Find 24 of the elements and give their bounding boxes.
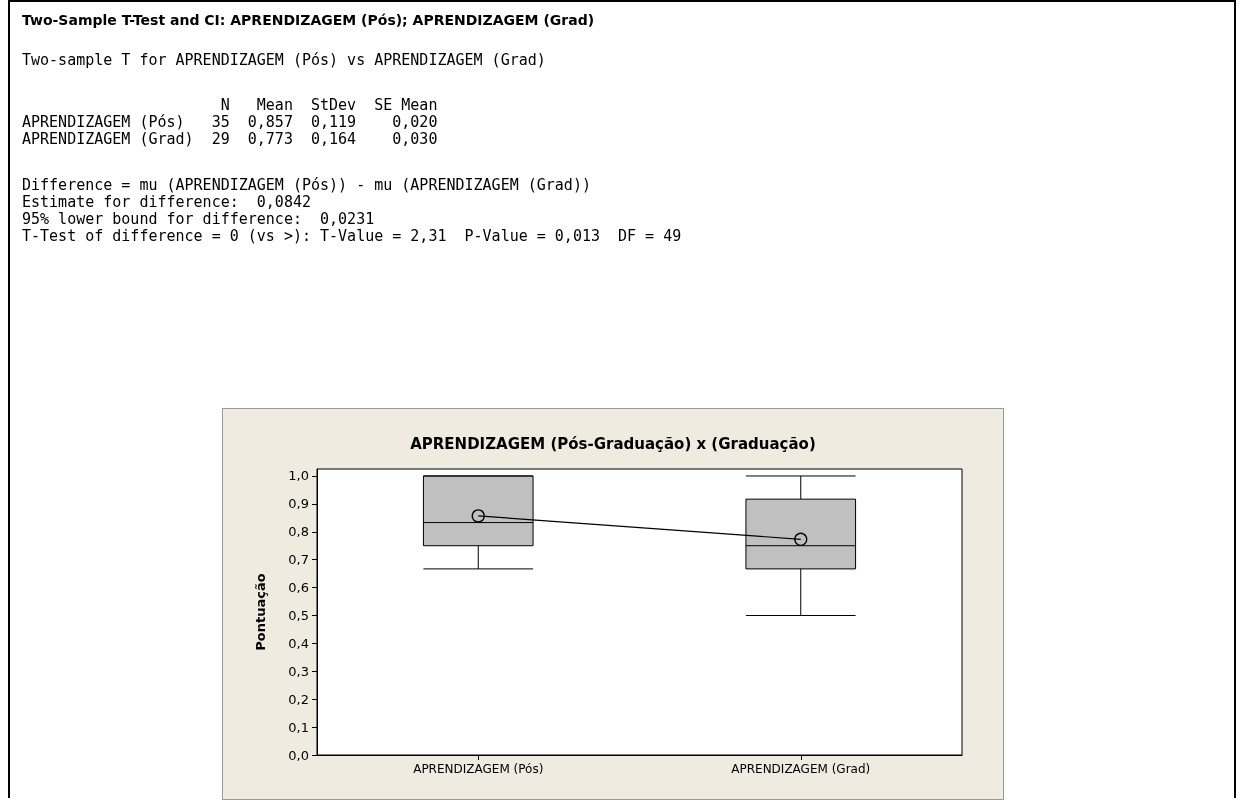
chart-title: APRENDIZAGEM (Pós-Graduação) x (Graduação) [410,434,816,453]
text: T-Test of difference = 0 (vs >): T-Value = 2,31 P-Value = 0,013 DF = 49 [22,227,682,245]
x-tick-label: APRENDIZAGEM (Grad) [731,762,871,776]
y-tick-label: 0,6 [288,580,309,596]
text: 95% lower bound for difference: 0,0231 [22,210,375,228]
y-axis-title: Pontuação [253,573,268,651]
y-tick-label: 0,3 [288,663,309,679]
y-tick-label: 0,5 [288,607,309,623]
y-tick-label: 0,4 [288,635,309,651]
text: N Mean StDev SE Mean [219,96,438,114]
text: APRENDIZAGEM (Pós) 35 0,857 0,119 0,020 [22,113,438,131]
text: Estimate for difference: 0,0842 [22,193,311,211]
x-tick-label: APRENDIZAGEM (Pós) [413,762,544,776]
text: Two-sample T for APRENDIZAGEM (Pós) vs APRENDIZAGEM (Grad) [22,51,546,69]
y-tick-label: 0,9 [288,496,309,512]
text: APRENDIZAGEM (Grad) 29 0,773 0,164 0,030 [22,130,438,148]
y-tick-label: 0,7 [288,552,309,568]
y-tick-label: 0,8 [288,524,309,540]
y-tick-label: 0,1 [288,719,309,735]
y-tick-label: 1,0 [288,468,309,484]
y-tick-label: 0,0 [288,747,309,763]
y-tick-label: 0,2 [288,691,309,707]
text: Two-Sample T-Test and CI: APRENDIZAGEM (Pós); APRENDIZAGEM (Grad) [22,12,595,29]
text: Difference = mu (APRENDIZAGEM (Pós)) - mu (APRENDIZAGEM (Grad)) [22,176,591,194]
